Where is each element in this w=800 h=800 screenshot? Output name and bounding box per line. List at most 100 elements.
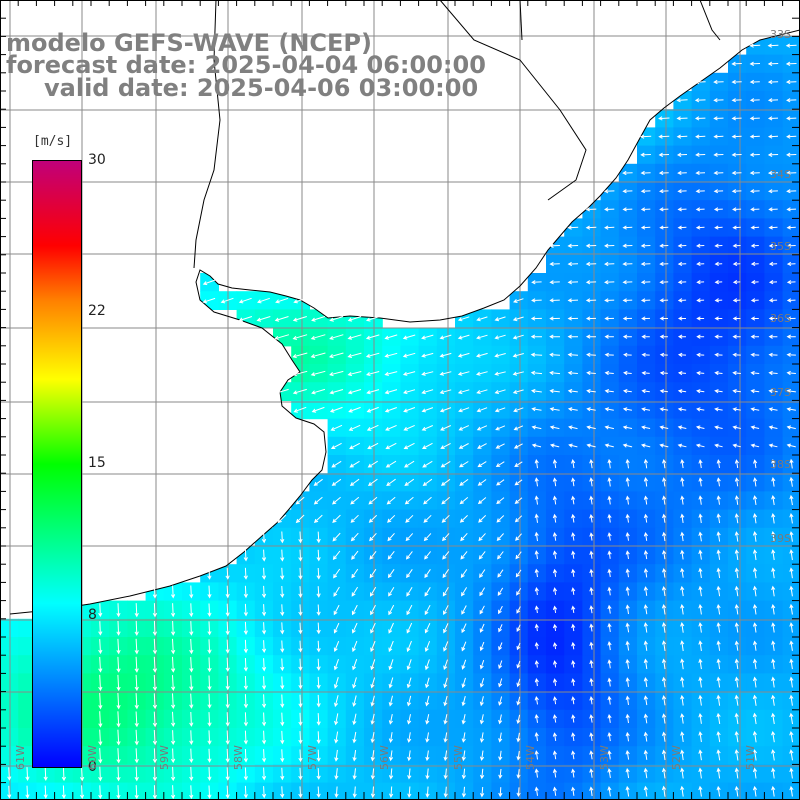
- wind-vector-arrow: [225, 603, 230, 617]
- wind-vector-arrow: [677, 407, 687, 412]
- wind-vector-arrow: [768, 425, 778, 430]
- wind-vector-arrow: [716, 622, 721, 633]
- wind-vector-arrow: [698, 658, 703, 670]
- land-area: [0, 0, 800, 616]
- wind-vector-arrow: [771, 730, 776, 743]
- wind-vector-arrow: [406, 604, 413, 616]
- wind-vector-arrow: [714, 352, 723, 357]
- wind-vector-arrow: [696, 370, 705, 376]
- wind-vector-arrow: [534, 605, 539, 614]
- wind-vector-arrow: [461, 659, 467, 670]
- wind-vector-arrow: [625, 695, 630, 705]
- wind-vector-arrow: [243, 712, 249, 727]
- wind-vector-arrow: [549, 425, 560, 430]
- wind-vector-arrow: [607, 622, 612, 632]
- wind-vector-arrow: [552, 678, 558, 686]
- wind-vector-arrow: [423, 496, 432, 505]
- wind-vector-arrow: [677, 370, 687, 376]
- wind-vector-arrow: [311, 316, 326, 322]
- wind-vector-arrow: [461, 768, 467, 780]
- wind-vector-arrow: [458, 425, 470, 431]
- wind-vector-arrow: [476, 334, 488, 340]
- wind-vector-arrow: [370, 713, 375, 725]
- wind-vector-arrow: [771, 767, 776, 779]
- wind-vector-arrow: [497, 587, 504, 597]
- wind-vector-arrow: [479, 587, 486, 597]
- wind-vector-arrow: [275, 297, 289, 304]
- wind-vector-arrow: [298, 749, 303, 763]
- wind-vector-arrow: [604, 280, 615, 285]
- wind-vector-arrow: [134, 603, 139, 618]
- wind-vector-arrow: [61, 785, 66, 799]
- wind-vector-arrow: [313, 478, 323, 486]
- wind-vector-arrow: [479, 605, 485, 615]
- wind-vector-arrow: [292, 370, 308, 377]
- wind-vector-arrow: [662, 549, 667, 560]
- wind-vector-arrow: [622, 443, 633, 448]
- wind-vector-arrow: [752, 640, 758, 651]
- wind-vector-arrow: [734, 712, 739, 725]
- lon-label-57w: 57W: [306, 745, 319, 770]
- wind-vector-arrow: [461, 677, 466, 689]
- wind-vector-arrow: [643, 713, 648, 724]
- wind-vector-arrow: [622, 425, 633, 430]
- wind-vector-arrow: [134, 638, 139, 655]
- wind-vector-arrow: [257, 297, 270, 304]
- wind-vector-arrow: [695, 225, 705, 230]
- wind-vector-arrow: [530, 352, 543, 357]
- wind-vector-arrow: [622, 243, 633, 248]
- wind-vector-arrow: [567, 316, 579, 321]
- wind-vector-arrow: [189, 730, 194, 745]
- wind-vector-arrow: [370, 695, 375, 707]
- wind-vector-arrow: [261, 712, 267, 727]
- wind-vector-arrow: [225, 767, 230, 781]
- wind-vector-arrow: [622, 261, 633, 267]
- wind-vectors: [7, 43, 797, 800]
- wind-vector-arrow: [734, 694, 739, 706]
- wind-vector-arrow: [552, 459, 557, 469]
- wind-vector-arrow: [534, 477, 539, 487]
- wind-vector-arrow: [439, 371, 452, 376]
- wind-vector-arrow: [352, 768, 357, 780]
- wind-vector-arrow: [421, 389, 434, 395]
- wind-vector-arrow: [549, 334, 561, 339]
- wind-vector-arrow: [589, 458, 594, 469]
- wind-vector-arrow: [607, 458, 612, 469]
- wind-vector-arrow: [293, 297, 307, 304]
- wind-vector-arrow: [641, 407, 651, 412]
- wind-vector-arrow: [441, 496, 451, 505]
- wind-vector-arrow: [387, 550, 395, 560]
- wind-vector-arrow: [661, 785, 667, 797]
- model-title: modelo GEFS-WAVE (NCEP): [6, 29, 372, 57]
- wind-vector-arrow: [402, 334, 416, 340]
- wind-vector-arrow: [659, 298, 669, 303]
- wind-vector-arrow: [403, 442, 415, 450]
- wind-vector-arrow: [549, 261, 560, 267]
- wind-vector-arrow: [731, 98, 742, 103]
- wind-vector-arrow: [423, 533, 432, 542]
- wind-vector-arrow: [280, 730, 285, 745]
- wind-vector-arrow: [316, 604, 321, 616]
- wind-vector-arrow: [461, 714, 466, 725]
- wind-vector-arrow: [406, 695, 412, 707]
- wind-vector-arrow: [116, 638, 121, 655]
- wind-vector-arrow: [79, 766, 85, 782]
- wind-vector-arrow: [552, 786, 557, 796]
- speed-cell: [0, 637, 19, 656]
- wind-vector-arrow: [750, 243, 759, 248]
- wind-vector-arrow: [388, 622, 394, 634]
- wind-vector-arrow: [695, 170, 706, 176]
- wind-vector-arrow: [604, 334, 614, 339]
- wind-vector-arrow: [514, 479, 523, 486]
- wind-vector-arrow: [352, 695, 357, 707]
- wind-vector-arrow: [589, 495, 594, 505]
- wind-vector-arrow: [734, 459, 739, 469]
- wind-vector-arrow: [298, 676, 303, 690]
- wind-vector-arrow: [152, 656, 158, 673]
- wind-vector-arrow: [98, 785, 103, 800]
- wind-vector-arrow: [332, 532, 341, 542]
- wind-vector-arrow: [752, 531, 758, 542]
- wind-vector-arrow: [680, 459, 685, 469]
- wind-vector-arrow: [567, 280, 579, 285]
- wind-vector-arrow: [732, 261, 741, 267]
